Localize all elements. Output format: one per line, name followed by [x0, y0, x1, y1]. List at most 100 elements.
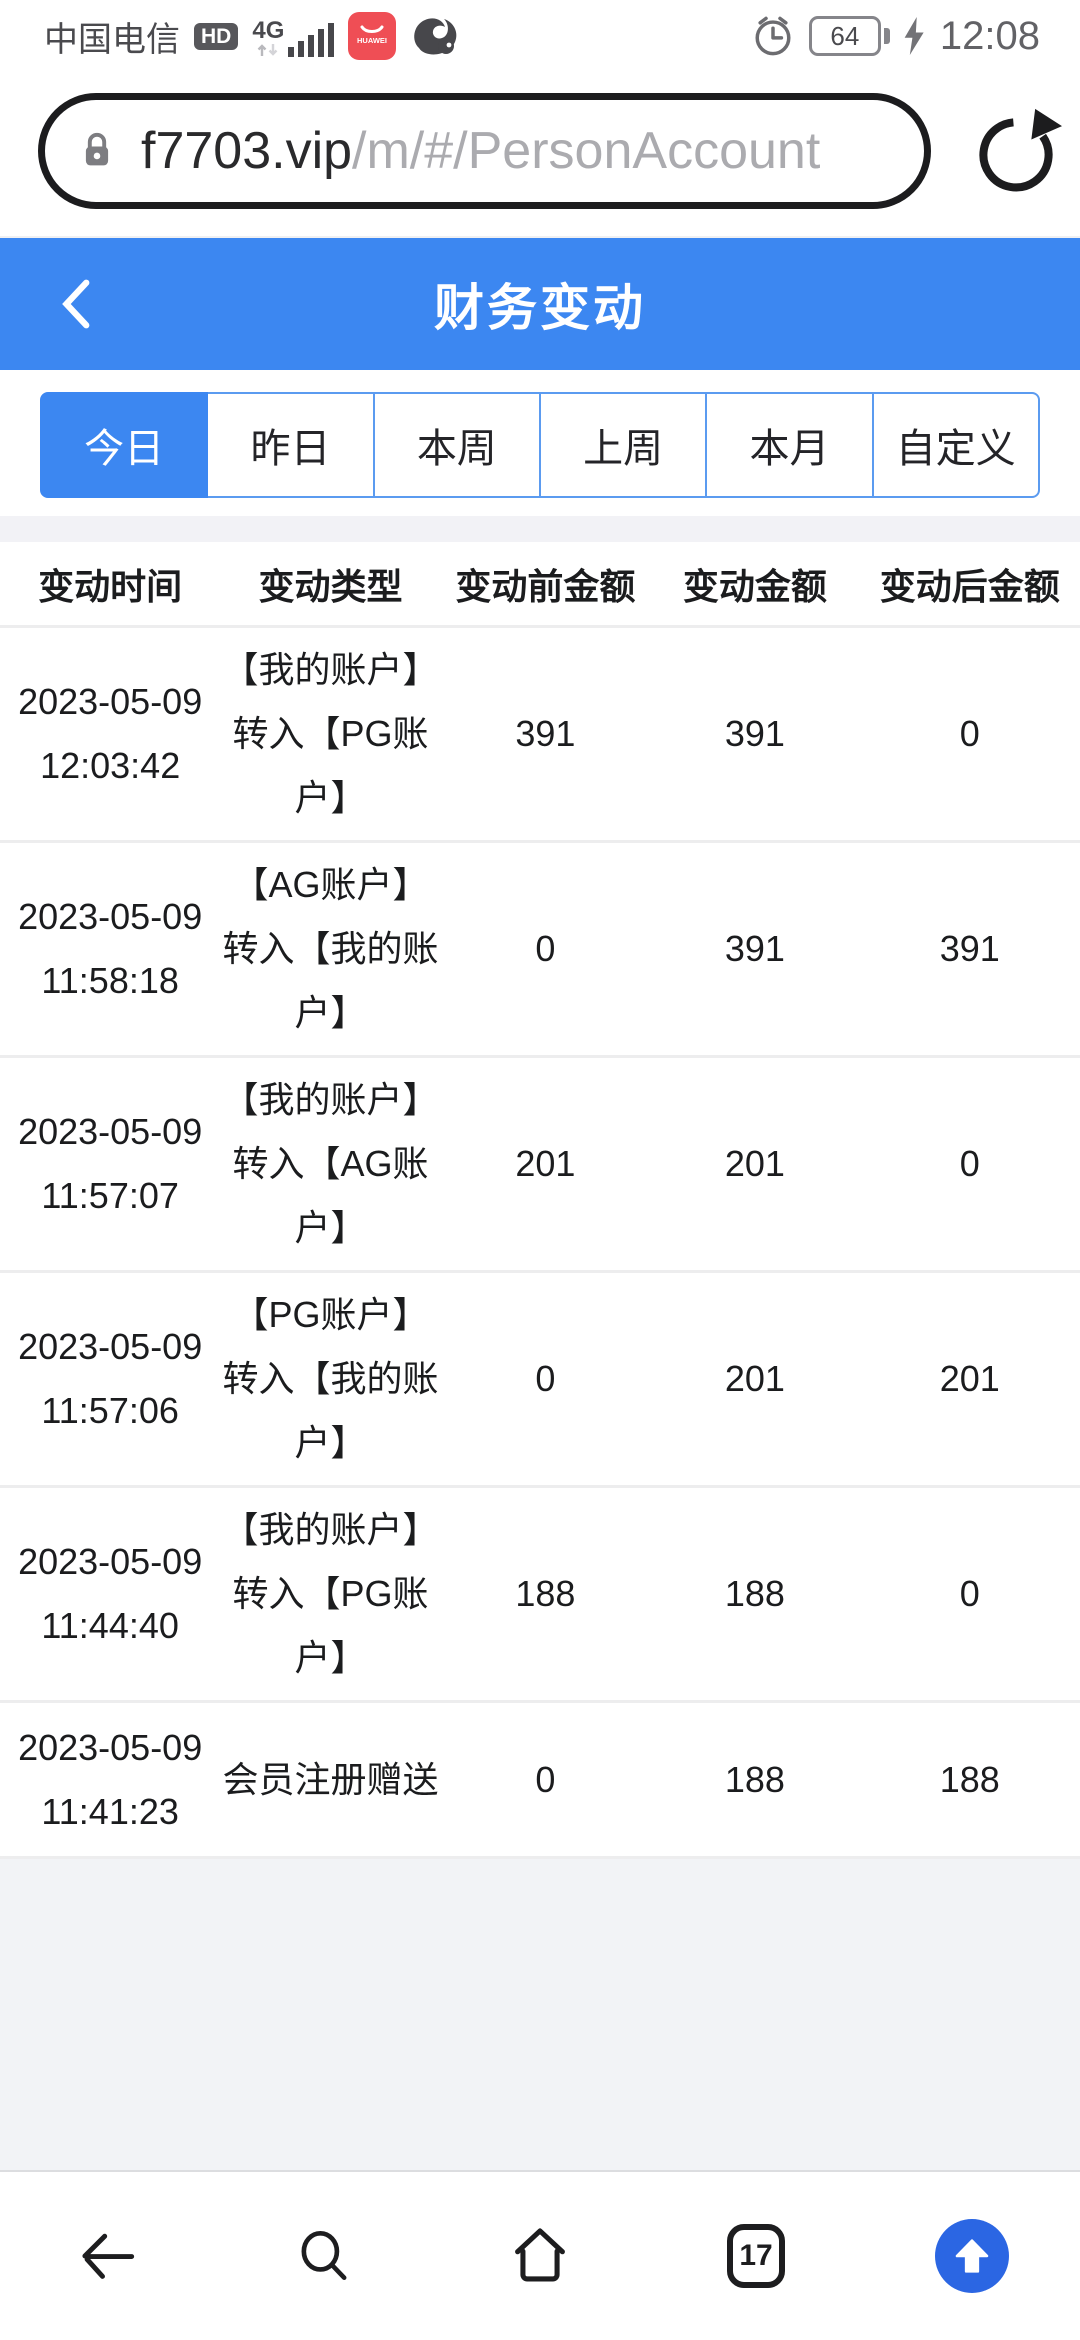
- nav-tabs-button[interactable]: 17: [708, 2208, 804, 2304]
- lock-icon: [85, 132, 109, 166]
- tab-label: 本月: [749, 427, 830, 471]
- cell-before-amount: 0: [535, 928, 556, 969]
- empty-area: [0, 1859, 1080, 2172]
- date-text: 2023-05-09: [18, 1726, 203, 1768]
- cell-change-type: 【我的账户】 转入【AG账 户】: [222, 1079, 439, 1248]
- back-button[interactable]: [34, 238, 124, 370]
- url-text: f7703.vip/m/#/PersonAccount: [141, 121, 820, 181]
- time-text: 12:03:42: [40, 745, 181, 786]
- time-text: 11:44:40: [41, 1605, 179, 1646]
- cell-change-time: 2023-05-09 11:44:40: [0, 1530, 220, 1658]
- filter-tab-5[interactable]: 自定义: [871, 392, 1040, 498]
- uc-browser-squirrel-icon: [414, 18, 457, 55]
- clock-time: 12:08: [939, 13, 1040, 58]
- status-bar: 中国电信 HD 4G HUAWEI: [0, 0, 1080, 66]
- table-row: 2023-05-09 11:44:40 【我的账户】 转入【PG账 户】 188 1…: [0, 1488, 1080, 1703]
- cell-change-time: 2023-05-09 11:57:07: [0, 1100, 220, 1228]
- date-text: 2023-05-09: [18, 896, 203, 937]
- filter-tab-0[interactable]: 今日: [40, 392, 209, 498]
- date-text: 2023-05-09: [18, 1541, 203, 1582]
- url-domain: f7703.vip: [141, 122, 353, 180]
- huawei-app-icon: HUAWEI: [348, 12, 397, 60]
- nav-home-button[interactable]: [492, 2208, 588, 2304]
- nav-scroll-top-button[interactable]: [924, 2208, 1020, 2304]
- page-title: 财务变动: [434, 280, 646, 336]
- date-text: 2023-05-09: [18, 681, 203, 722]
- address-bar[interactable]: f7703.vip/m/#/PersonAccount: [38, 93, 931, 209]
- tab-label: 自定义: [895, 427, 1016, 471]
- cell-change-type: 【PG账户】 转入【我的账 户】: [222, 1294, 439, 1463]
- spacer: [0, 370, 1080, 392]
- cell-after-amount: 391: [939, 928, 1000, 969]
- cell-change-amount: 391: [724, 713, 785, 754]
- tab-count: 17: [739, 2239, 773, 2272]
- time-text: 11:57:07: [41, 1175, 179, 1216]
- tab-label: 上周: [583, 427, 664, 471]
- battery-indicator: 64: [808, 16, 890, 56]
- filter-tab-3[interactable]: 上周: [538, 392, 708, 498]
- charging-bolt-icon: [904, 17, 924, 55]
- updown-arrows-icon: [257, 44, 278, 56]
- tab-count-box: 17: [727, 2224, 785, 2288]
- cell-change-amount: 201: [724, 1143, 785, 1184]
- cell-change-amount: 188: [724, 1758, 785, 1800]
- carrier-label: 中国电信: [44, 20, 180, 59]
- nav-back-button[interactable]: [60, 2208, 156, 2304]
- header-change-time: 变动时间: [38, 565, 183, 607]
- time-text: 11:41:23: [41, 1790, 179, 1832]
- home-icon: [515, 2228, 565, 2282]
- date-text: 2023-05-09: [18, 1326, 203, 1367]
- table-row: 2023-05-09 12:03:42 【我的账户】 转入【PG账 户】 391 3…: [0, 628, 1080, 843]
- header-change-type: 变动类型: [258, 565, 403, 607]
- filter-tab-4[interactable]: 本月: [705, 392, 874, 498]
- cell-before-amount: 201: [515, 1143, 576, 1184]
- cell-before-amount: 0: [535, 1758, 556, 1800]
- scroll-top-fab: [935, 2219, 1009, 2293]
- cell-change-time: 2023-05-09 11:58:18: [0, 885, 220, 1013]
- table-row: 2023-05-09 11:57:06 【PG账户】 转入【我的账 户】 0 201…: [0, 1273, 1080, 1488]
- cell-change-amount: 188: [724, 1573, 785, 1614]
- battery-level: 64: [830, 20, 860, 51]
- back-chevron-icon: [62, 279, 90, 329]
- table-row: 2023-05-09 11:57:07 【我的账户】 转入【AG账 户】 201 2…: [0, 1058, 1080, 1273]
- cell-before-amount: 391: [515, 713, 576, 754]
- cell-change-type: 会员注册赠送: [222, 1758, 439, 1800]
- cell-change-time: 2023-05-09 12:03:42: [0, 670, 220, 798]
- battery-cap: [883, 28, 890, 44]
- refresh-button[interactable]: [968, 103, 1064, 199]
- up-arrow-icon: [955, 2239, 989, 2273]
- network-type-label: 4G: [252, 17, 285, 44]
- transactions-body: 2023-05-09 12:03:42 【我的账户】 转入【PG账 户】 391 3…: [0, 628, 1080, 1859]
- cell-change-amount: 391: [724, 928, 785, 969]
- time-text: 11:57:06: [41, 1390, 179, 1431]
- cell-before-amount: 0: [535, 1358, 556, 1399]
- url-path: /m/#/PersonAccount: [352, 122, 821, 180]
- bottom-nav: 17: [0, 2172, 1080, 2340]
- tab-label: 昨日: [250, 427, 331, 471]
- date-filter-tabs: 今日 昨日 本周 上周 本月 自定义: [40, 392, 1040, 498]
- svg-text:HUAWEI: HUAWEI: [357, 36, 387, 45]
- cell-after-amount: 0: [959, 1573, 980, 1614]
- cell-change-type: 【AG账户】 转入【我的账 户】: [222, 864, 439, 1033]
- cell-after-amount: 0: [959, 713, 980, 754]
- time-text: 11:58:18: [41, 960, 179, 1001]
- header-before-amount: 变动前金额: [455, 565, 636, 607]
- filter-tab-1[interactable]: 昨日: [206, 392, 375, 498]
- hd-badge: HD: [194, 22, 239, 50]
- browser-toolbar: f7703.vip/m/#/PersonAccount: [0, 66, 1080, 238]
- signal-bars-icon: [288, 23, 335, 57]
- header-change-amount: 变动金额: [682, 565, 827, 607]
- cell-change-type: 【我的账户】 转入【PG账 户】: [222, 1509, 439, 1678]
- nav-search-button[interactable]: [276, 2208, 372, 2304]
- table-row: 2023-05-09 11:58:18 【AG账户】 转入【我的账 户】 0 391…: [0, 843, 1080, 1058]
- tab-label: 今日: [84, 427, 165, 471]
- cell-before-amount: 188: [515, 1573, 576, 1614]
- separator-band: [0, 516, 1080, 542]
- search-icon: [301, 2230, 347, 2281]
- header-after-amount: 变动后金额: [879, 565, 1060, 607]
- table-row: 2023-05-09 11:41:23 会员注册赠送 0 188 188: [0, 1703, 1080, 1859]
- signal-indicator: 4G: [252, 15, 335, 57]
- filter-tab-2[interactable]: 本周: [372, 392, 541, 498]
- cell-change-time: 2023-05-09 11:41:23: [0, 1716, 220, 1844]
- table-header-row: 变动时间 变动类型 变动前金额 变动金额 变动后金额: [0, 542, 1080, 628]
